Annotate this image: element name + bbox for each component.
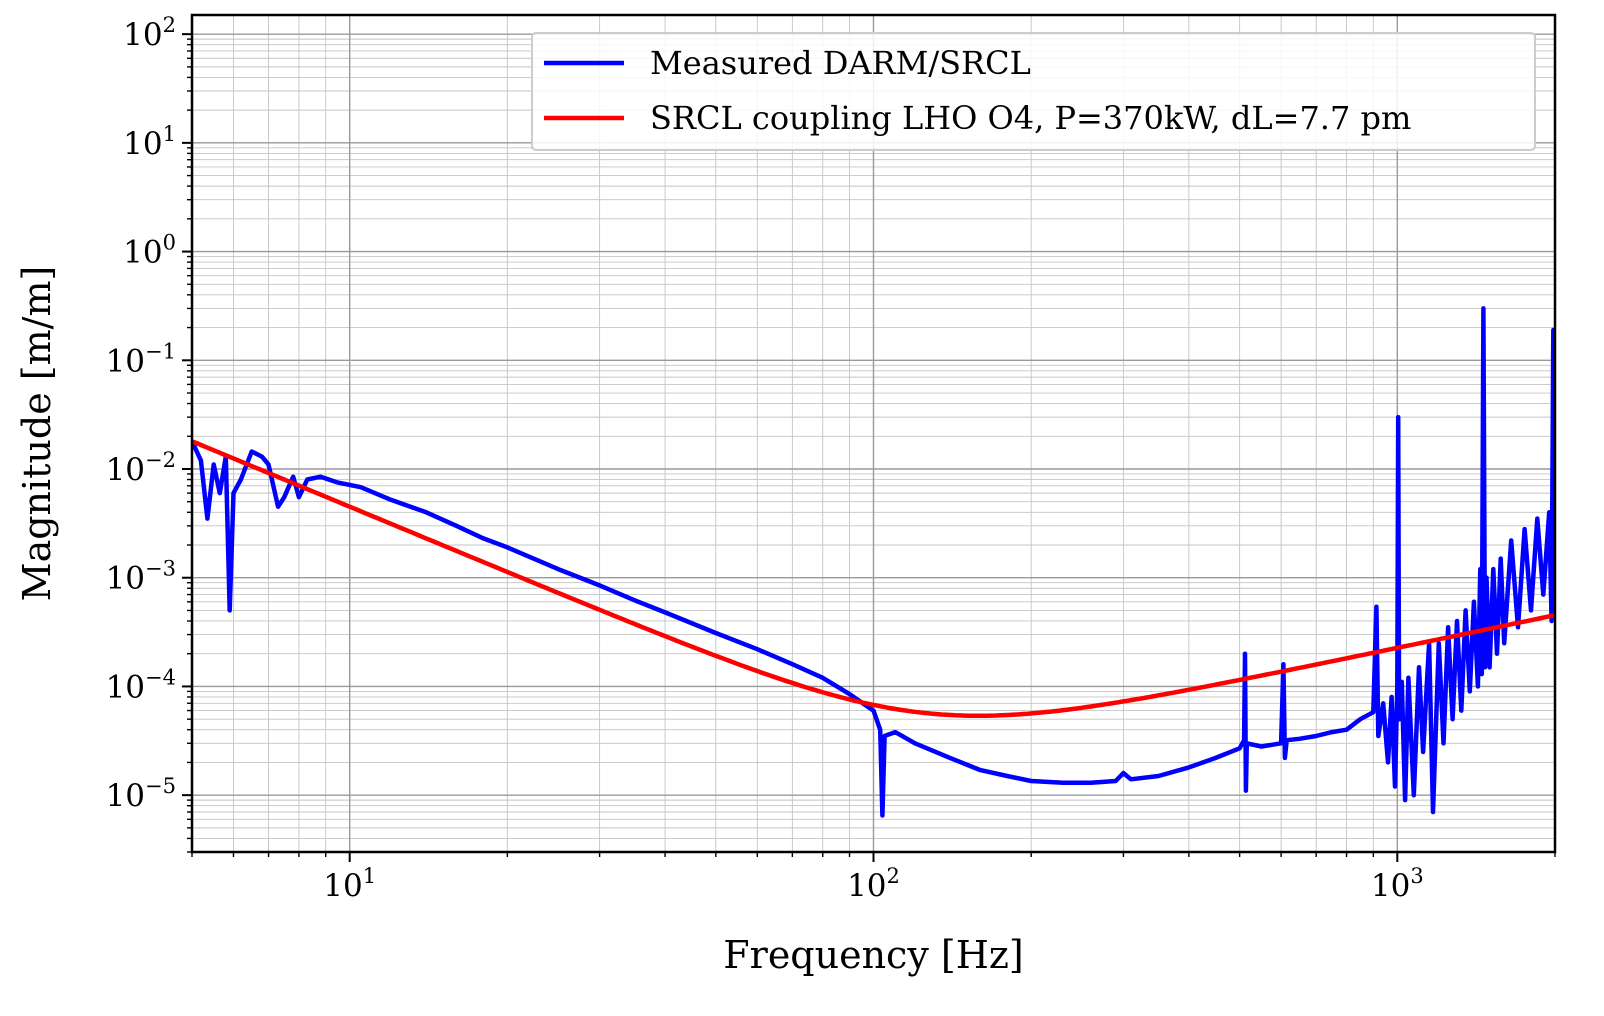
y-tick-label-exponent: 1 xyxy=(163,122,176,146)
legend-label-srcl-coupling: SRCL coupling LHO O4, P=370kW, dL=7.7 pm xyxy=(650,99,1411,137)
y-tick-label-exponent: −3 xyxy=(145,557,176,581)
y-tick-label-base: 10 xyxy=(106,778,145,814)
x-tick-label-base: 10 xyxy=(847,868,886,904)
y-tick-label-exponent: −4 xyxy=(145,665,176,689)
y-tick-label: 101 xyxy=(123,122,176,162)
y-tick-label-base: 10 xyxy=(106,669,145,705)
series-srcl-coupling-line xyxy=(192,439,1555,719)
y-tick-label: 102 xyxy=(123,13,176,53)
legend-box xyxy=(531,32,1536,151)
legend-label-measured: Measured DARM/SRCL xyxy=(650,44,1031,82)
x-tick-label-exponent: 3 xyxy=(1410,864,1423,888)
y-tick-label: 10−5 xyxy=(106,774,176,814)
y-tick-label-base: 10 xyxy=(106,452,145,488)
y-tick-label-base: 10 xyxy=(106,343,145,379)
axis-ticks xyxy=(182,33,1556,862)
y-tick-label-exponent: −2 xyxy=(145,448,176,472)
x-tick-label: 103 xyxy=(1371,864,1424,904)
x-tick-label-base: 10 xyxy=(323,868,362,904)
y-tick-label-exponent: −1 xyxy=(145,339,176,363)
x-tick-label-exponent: 1 xyxy=(363,864,376,888)
legend: Measured DARM/SRCL SRCL coupling LHO O4,… xyxy=(531,32,1536,151)
y-tick-label-base: 10 xyxy=(106,561,145,597)
x-tick-label-exponent: 2 xyxy=(887,864,900,888)
y-tick-label-base: 10 xyxy=(123,17,162,53)
y-tick-label: 10−2 xyxy=(106,448,176,488)
x-tick-label-base: 10 xyxy=(1371,868,1410,904)
y-axis-label: Magnitude [m/m] xyxy=(15,266,59,602)
x-axis-label: Frequency [Hz] xyxy=(723,933,1023,977)
y-tick-label-base: 10 xyxy=(123,235,162,271)
series-measured-darm-srcl-line xyxy=(192,306,1555,818)
x-tick-label: 101 xyxy=(323,864,376,904)
y-tick-label: 10−1 xyxy=(106,339,176,379)
y-tick-label: 10−4 xyxy=(106,665,176,705)
y-tick-label-exponent: −5 xyxy=(145,774,176,798)
y-tick-label-base: 10 xyxy=(123,126,162,162)
y-tick-label-exponent: 0 xyxy=(163,231,176,255)
y-tick-label: 100 xyxy=(123,231,176,271)
y-tick-label: 10−3 xyxy=(106,557,176,597)
x-tick-labels: 101 102 103 xyxy=(323,864,1423,904)
y-tick-label-exponent: 2 xyxy=(163,13,176,37)
x-tick-label: 102 xyxy=(847,864,900,904)
